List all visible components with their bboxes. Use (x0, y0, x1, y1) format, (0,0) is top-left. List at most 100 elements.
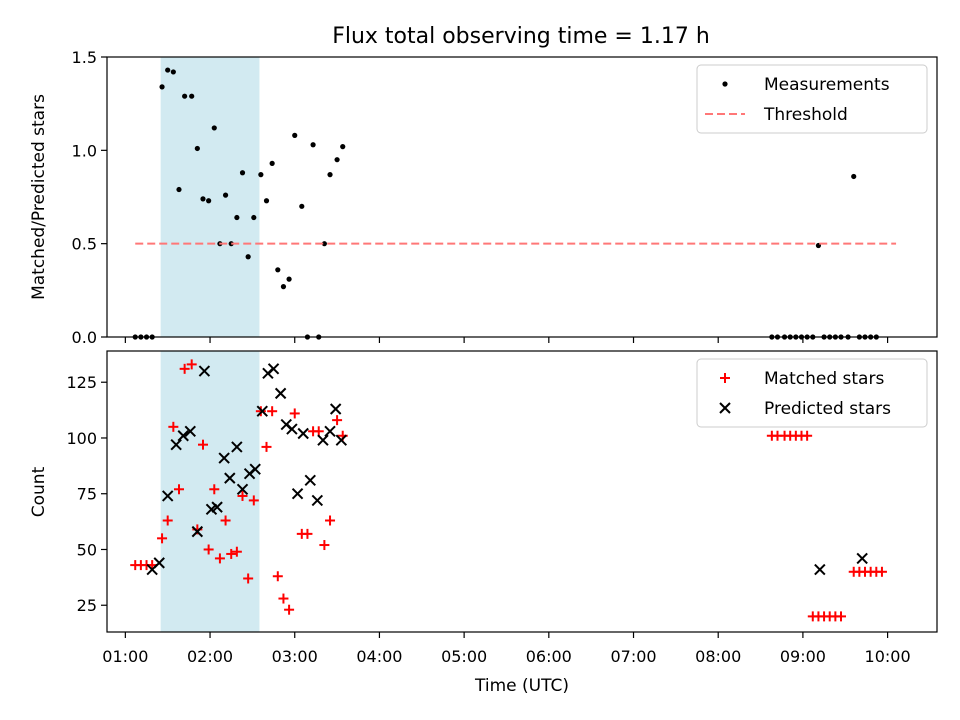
matched-star-marker (157, 533, 168, 544)
measurement-point (251, 214, 257, 221)
x-stroke (256, 405, 268, 417)
x-stroke (191, 525, 204, 538)
y-tick-label: 100 (66, 429, 97, 448)
x-stroke (286, 423, 298, 435)
x-tick-label: 09:00 (780, 647, 826, 666)
x-stroke (267, 363, 280, 375)
x-stroke (324, 425, 336, 437)
x-stroke (161, 490, 174, 502)
measurement-point (222, 192, 229, 198)
measurement-point (292, 132, 298, 138)
matched-star-marker (325, 515, 336, 526)
matched-star-marker (231, 546, 242, 557)
measurement-point (280, 284, 287, 290)
predicted-star-marker (218, 452, 230, 464)
y-tick-label: 1.5 (72, 48, 97, 67)
predicted-star-marker (231, 441, 243, 453)
matched-star-marker (197, 439, 208, 450)
x-stroke (170, 438, 182, 451)
matched-star-marker (876, 566, 887, 577)
predicted-star-marker (291, 488, 304, 500)
matched-star-marker (168, 421, 179, 432)
legend-label: Predicted stars (764, 399, 891, 419)
x-stroke (177, 430, 189, 442)
matched-star-marker (173, 484, 184, 495)
measurement-point (239, 170, 246, 176)
legend-x-marker (719, 402, 731, 414)
x-tick-label: 03:00 (272, 647, 318, 666)
predicted-star-marker (267, 363, 280, 375)
predicted-star-marker (304, 474, 316, 487)
measurement-point (200, 196, 206, 202)
x-stroke (304, 474, 316, 487)
predicted-star-marker (256, 405, 268, 417)
measurement-point (334, 157, 340, 163)
measurement-point (189, 93, 195, 99)
legend-point-marker (722, 81, 728, 87)
x-stroke (231, 441, 243, 453)
x-tick-label: 04:00 (356, 647, 402, 666)
y-tick-label: 1.0 (72, 141, 97, 160)
x-stroke (249, 463, 261, 475)
x-stroke (311, 494, 324, 507)
x-stroke (236, 483, 249, 495)
matched-star-marker (289, 408, 300, 419)
matched-star-marker (243, 573, 254, 584)
y-tick-label: 75 (77, 485, 97, 504)
matched-star-marker (237, 490, 248, 501)
x-stroke (184, 425, 196, 437)
predicted-star-marker (274, 387, 287, 400)
predicted-star-marker (329, 403, 342, 415)
matched-star-marker (284, 604, 295, 615)
x-axis-label: Time (UTC) (474, 676, 569, 696)
x-tick-label: 02:00 (187, 647, 233, 666)
x-stroke (274, 387, 287, 400)
x-stroke (329, 403, 342, 415)
bottom-panel-count-plot: 25 50 75 100 125 01:00 02:00 03:00 04:00 05:00 06:… (29, 350, 938, 696)
predicted-star-marker (170, 438, 182, 451)
predicted-star-marker (311, 494, 324, 507)
matched-star-marker (226, 548, 237, 559)
measurement-point (275, 267, 281, 273)
matched-star-marker (319, 540, 330, 551)
predicted-star-marker (161, 490, 174, 502)
measurement-point (176, 186, 182, 193)
matched-star-marker (179, 363, 190, 374)
predicted-star-marker (249, 463, 261, 475)
matched-star-marker (836, 611, 847, 622)
matched-star-marker (332, 415, 343, 426)
measurement-point (851, 173, 857, 180)
y-tick-label: 0.0 (72, 328, 97, 347)
x-tick-label: 06:00 (526, 647, 572, 666)
x-tick-label: 10:00 (865, 647, 911, 666)
plot-frame (106, 350, 938, 633)
x-stroke (814, 563, 826, 576)
top-panel-ratio-plot: 0.0 0.5 1.0 1.5 Matched/Predicted stars Measu… (29, 48, 938, 347)
legend-box (696, 358, 928, 428)
matched-star-marker (162, 515, 173, 526)
matched-star-marker (214, 553, 225, 564)
measurement-point (234, 214, 240, 221)
x-stroke (291, 488, 304, 500)
predicted-star-marker (153, 557, 165, 569)
predicted-star-marker (317, 434, 329, 446)
x-stroke (153, 557, 165, 569)
measurement-point (299, 203, 305, 209)
predicted-star-marker (184, 425, 196, 437)
measurement-point (165, 67, 171, 73)
legend: Measurements Threshold (696, 64, 928, 134)
legend: Matched stars Predicted stars (696, 358, 928, 428)
y-tick-label: 50 (77, 540, 97, 559)
x-stroke (280, 418, 292, 431)
measurement-point (340, 144, 346, 150)
measurement-point (228, 241, 234, 247)
matched-star-marker (261, 441, 272, 452)
legend-label: Measurements (764, 75, 890, 95)
predicted-star-marker (814, 563, 826, 576)
y-tick-label: 25 (77, 596, 97, 615)
measurement-point (159, 84, 165, 90)
predicted-star-marker (324, 425, 336, 437)
matched-star-marker (802, 430, 813, 441)
matched-star-marker (272, 571, 283, 582)
